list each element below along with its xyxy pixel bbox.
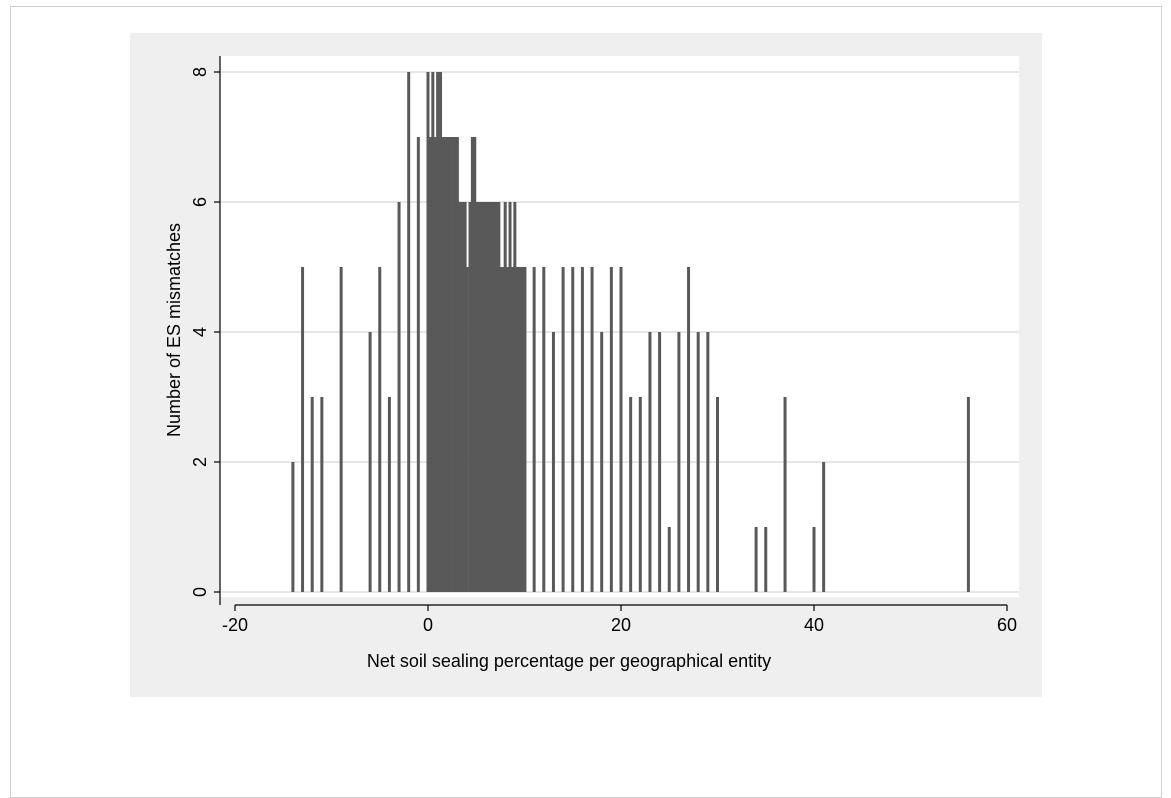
histogram-bar xyxy=(465,267,469,592)
histogram-bar xyxy=(494,202,498,592)
histogram-bar xyxy=(445,137,449,592)
histogram-chart: 0 2 4 6 8 -20 0 20 40 60 Net soil sealing percent… xyxy=(130,33,1042,697)
histogram-bar xyxy=(590,267,594,592)
histogram-bar xyxy=(378,267,382,592)
histogram-bar xyxy=(648,332,652,592)
y-tick-label: 4 xyxy=(190,327,210,337)
filled-segment xyxy=(458,202,467,592)
y-axis-title: Number of ES mismatches xyxy=(164,223,184,437)
histogram-bar xyxy=(426,72,430,592)
histogram-bar xyxy=(498,267,502,592)
histogram-bar xyxy=(754,527,758,592)
histogram-bar xyxy=(600,332,604,592)
histogram-bar xyxy=(609,267,613,592)
x-tick-label: 20 xyxy=(611,615,631,635)
histogram-bar xyxy=(619,267,623,592)
histogram-bar xyxy=(551,332,555,592)
histogram-bar xyxy=(455,137,459,592)
bars xyxy=(291,72,970,592)
histogram-bar xyxy=(320,397,324,592)
x-tick-label: -20 xyxy=(222,615,248,635)
histogram-bar xyxy=(571,267,575,592)
histogram-bar xyxy=(580,267,584,592)
histogram-bar xyxy=(518,267,522,592)
x-tick-label: 40 xyxy=(804,615,824,635)
histogram-bar xyxy=(561,267,565,592)
histogram-bar xyxy=(532,267,536,592)
histogram-bar xyxy=(523,267,526,592)
histogram-bar xyxy=(436,72,440,592)
histogram-bar xyxy=(474,202,478,592)
y-tick-label: 0 xyxy=(190,587,210,597)
x-tick-label: 0 xyxy=(423,615,433,635)
x-tick-label: 60 xyxy=(997,615,1017,635)
histogram-bar xyxy=(822,462,826,592)
histogram-bar xyxy=(513,202,517,592)
histogram-bar xyxy=(416,137,420,592)
histogram-bar xyxy=(484,202,488,592)
histogram-bar xyxy=(310,397,314,592)
y-tick-label: 6 xyxy=(190,197,210,207)
histogram-bar xyxy=(667,527,671,592)
y-tick-label: 8 xyxy=(190,67,210,77)
histogram-bar xyxy=(638,397,642,592)
histogram-bar xyxy=(812,527,816,592)
histogram-bar xyxy=(387,397,391,592)
histogram-bar xyxy=(687,267,691,592)
histogram-bar xyxy=(439,72,443,592)
histogram-bar xyxy=(677,332,681,592)
filled-segment xyxy=(468,202,472,592)
axes: 0 2 4 6 8 -20 0 20 40 60 xyxy=(190,56,1017,635)
histogram-bar xyxy=(542,267,546,592)
histogram-bar xyxy=(457,202,461,592)
histogram-bar xyxy=(966,397,970,592)
histogram-bar xyxy=(470,137,474,592)
histogram-bar xyxy=(339,267,343,592)
histogram-bar xyxy=(706,332,710,592)
histogram-bar xyxy=(629,397,633,592)
x-axis-title: Net soil sealing percentage per geograph… xyxy=(367,651,771,671)
histogram-bar xyxy=(291,462,295,592)
histogram-bar xyxy=(301,267,305,592)
histogram-bar xyxy=(407,72,411,592)
histogram-bar xyxy=(368,332,372,592)
histogram-bar xyxy=(696,332,700,592)
histogram-bar xyxy=(503,202,507,592)
histogram-bar xyxy=(716,397,719,592)
y-tick-label: 2 xyxy=(190,457,210,467)
histogram-bar xyxy=(431,72,435,592)
histogram-bar xyxy=(508,202,512,592)
histogram-bar xyxy=(764,527,768,592)
histogram-bar xyxy=(783,397,787,592)
histogram-bar xyxy=(397,202,401,592)
histogram-bar xyxy=(658,332,662,592)
